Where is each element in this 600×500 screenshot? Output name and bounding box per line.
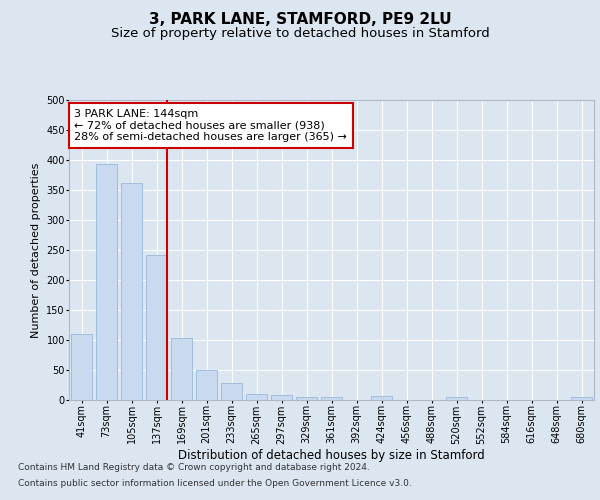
Text: Contains public sector information licensed under the Open Government Licence v3: Contains public sector information licen… xyxy=(18,478,412,488)
Bar xyxy=(296,397,317,400)
Y-axis label: Number of detached properties: Number of detached properties xyxy=(31,162,41,338)
Bar xyxy=(446,397,467,400)
Bar xyxy=(221,382,242,400)
Text: 3 PARK LANE: 144sqm
← 72% of detached houses are smaller (938)
28% of semi-detac: 3 PARK LANE: 144sqm ← 72% of detached ho… xyxy=(74,109,347,142)
Bar xyxy=(121,183,142,400)
X-axis label: Distribution of detached houses by size in Stamford: Distribution of detached houses by size … xyxy=(178,449,485,462)
Bar xyxy=(71,334,92,400)
Bar xyxy=(171,338,192,400)
Bar xyxy=(196,370,217,400)
Bar xyxy=(246,394,267,400)
Bar xyxy=(371,396,392,400)
Bar xyxy=(271,395,292,400)
Text: 3, PARK LANE, STAMFORD, PE9 2LU: 3, PARK LANE, STAMFORD, PE9 2LU xyxy=(149,12,451,28)
Text: Contains HM Land Registry data © Crown copyright and database right 2024.: Contains HM Land Registry data © Crown c… xyxy=(18,464,370,472)
Bar xyxy=(146,255,167,400)
Bar xyxy=(96,164,117,400)
Bar xyxy=(321,397,342,400)
Text: Size of property relative to detached houses in Stamford: Size of property relative to detached ho… xyxy=(110,28,490,40)
Bar xyxy=(571,397,592,400)
